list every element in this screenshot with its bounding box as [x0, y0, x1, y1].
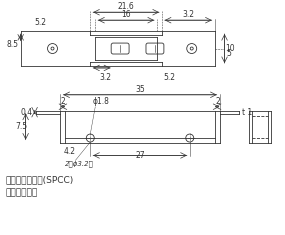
- Text: 27: 27: [135, 151, 145, 161]
- Text: 5: 5: [227, 49, 231, 58]
- Text: 2个ϕ3.2孔: 2个ϕ3.2孔: [66, 161, 94, 167]
- Text: 5.2: 5.2: [34, 18, 46, 27]
- Text: 8.5: 8.5: [7, 40, 19, 49]
- Text: 3.2: 3.2: [182, 10, 194, 19]
- Text: 5.2: 5.2: [164, 73, 176, 82]
- Text: t 1: t 1: [243, 108, 253, 117]
- Text: 21.6: 21.6: [118, 2, 135, 11]
- Text: 35: 35: [135, 85, 145, 94]
- Text: 材质：冷札碳钉(SPCC)
（半面镀钓）: 材质：冷札碳钉(SPCC) （半面镀钓）: [6, 175, 74, 197]
- Text: ϕ1.8: ϕ1.8: [92, 97, 109, 106]
- Text: 0.4: 0.4: [21, 108, 32, 117]
- Text: 7.5: 7.5: [16, 122, 28, 131]
- Text: 2: 2: [215, 97, 220, 106]
- Text: 10: 10: [225, 44, 235, 53]
- Text: 3.2: 3.2: [99, 73, 111, 82]
- Text: 16: 16: [121, 10, 131, 19]
- Text: 4.2: 4.2: [64, 148, 76, 157]
- Text: 2: 2: [60, 97, 65, 106]
